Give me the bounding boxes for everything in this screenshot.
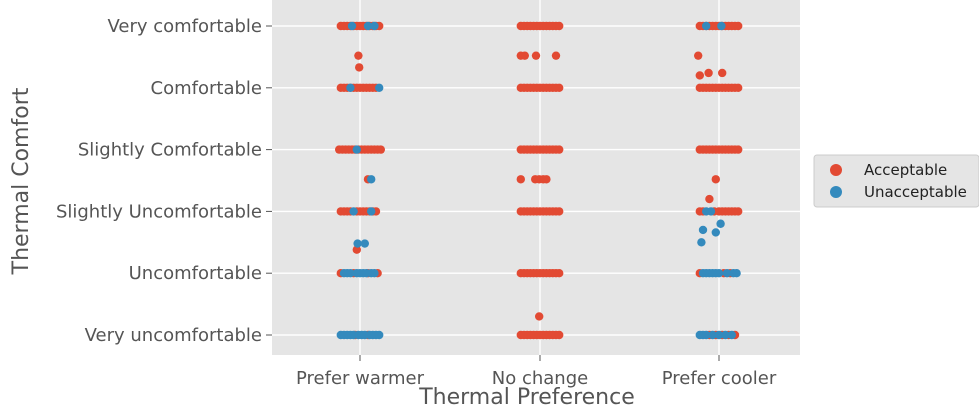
point-acceptable [531,51,541,60]
point-acceptable [551,51,561,60]
point-acceptable [555,207,564,216]
legend-marker-unacceptable [830,186,842,198]
point-acceptable [711,175,720,184]
point-acceptable [355,63,364,72]
point-acceptable [704,68,713,78]
point-unacceptable [717,21,726,31]
point-acceptable [555,269,564,278]
y-tick-label: Slightly Uncomfortable [56,201,262,222]
point-acceptable [376,145,385,154]
point-acceptable [734,145,743,154]
point-unacceptable [375,83,384,93]
point-acceptable [734,207,743,216]
x-tick-label: No change [492,368,588,389]
point-unacceptable [367,207,376,216]
point-unacceptable [706,207,716,216]
axis-layer: Prefer warmer No change Prefer cooler Very … [56,16,777,389]
y-tick-label: Slightly Comfortable [78,140,262,161]
point-unacceptable [346,83,355,93]
point-unacceptable [367,175,376,184]
point-acceptable [516,175,525,184]
y-tick-label: Very uncomfortable [85,325,262,346]
point-acceptable [734,83,743,93]
point-acceptable [555,330,564,340]
y-axis-title: Thermal Comfort [9,87,34,275]
point-unacceptable [714,269,724,278]
point-unacceptable [711,228,720,237]
point-unacceptable [732,269,741,278]
legend: Acceptable Unacceptable [813,154,979,208]
y-tick-label: Comfortable [151,78,262,99]
point-acceptable [555,21,564,31]
legend-marker-acceptable [830,164,842,176]
point-unacceptable [346,269,355,278]
point-unacceptable [352,145,361,154]
point-acceptable [352,245,361,254]
point-unacceptable [349,207,358,216]
point-unacceptable [702,330,711,340]
point-acceptable [354,51,363,60]
point-acceptable [705,194,714,204]
point-acceptable [695,71,704,80]
point-unacceptable [702,21,711,31]
x-tick-label: Prefer cooler [662,368,777,389]
point-acceptable [535,312,544,321]
y-tick-label: Very comfortable [107,16,262,37]
legend-label-acceptable: Acceptable [864,161,947,179]
point-unacceptable [727,330,736,340]
point-acceptable [734,21,743,31]
point-unacceptable [698,225,708,235]
point-unacceptable [375,330,384,340]
point-unacceptable [716,219,725,228]
point-unacceptable [370,269,379,278]
point-unacceptable [721,330,730,340]
x-tick-label: Prefer warmer [296,368,425,389]
point-acceptable [520,51,529,60]
x-axis-title: Thermal Preference [418,385,635,410]
y-tick-label: Uncomfortable [129,263,262,284]
point-unacceptable [347,21,357,31]
point-acceptable [718,68,727,78]
legend-box [813,154,979,208]
point-acceptable [555,83,564,93]
point-unacceptable [363,21,373,31]
point-acceptable [694,51,703,60]
point-unacceptable [714,330,724,340]
point-unacceptable [353,239,362,248]
point-unacceptable [697,238,706,247]
point-unacceptable [360,239,369,248]
point-unacceptable [708,330,717,340]
point-acceptable [555,145,564,154]
point-acceptable [542,175,551,184]
legend-label-unacceptable: Unacceptable [864,183,967,201]
point-unacceptable [722,269,732,278]
points-layer [335,21,743,340]
point-unacceptable [370,21,379,31]
